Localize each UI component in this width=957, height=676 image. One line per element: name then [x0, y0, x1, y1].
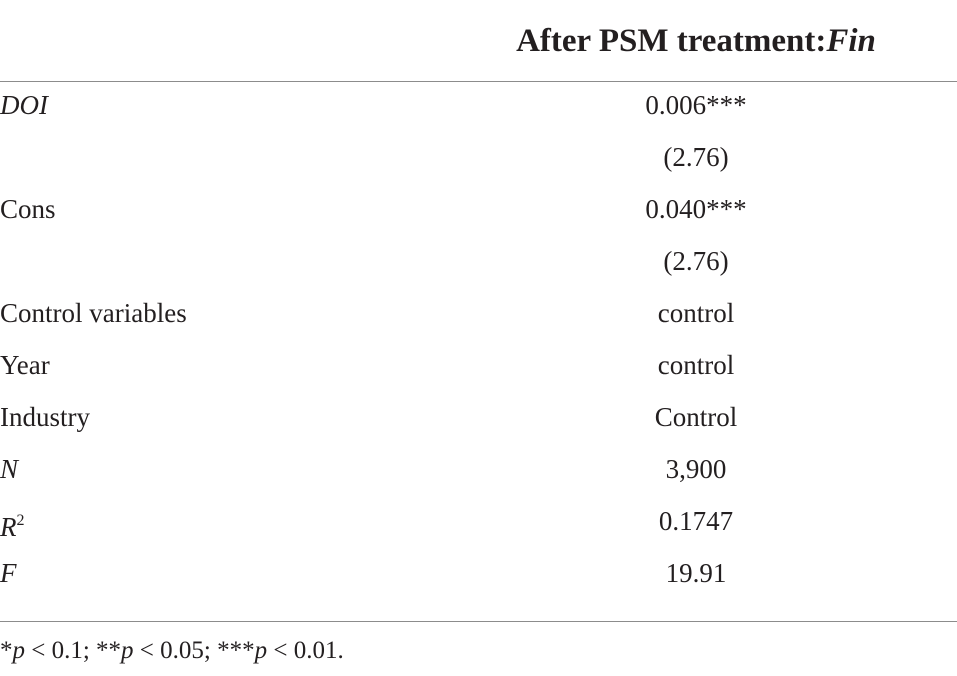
row-label-f: F	[0, 558, 17, 588]
column-header-variable: Fin	[826, 23, 876, 59]
row-label-r-squared: R2	[0, 503, 25, 545]
footnote-star-1: *	[0, 637, 13, 664]
header-divider	[0, 81, 957, 82]
column-header: After PSM treatment:Fin	[440, 20, 952, 62]
row-value-control-variables: control	[657, 298, 735, 328]
footnote-p-3: p	[254, 637, 268, 664]
footnote-p-2: p	[121, 637, 134, 664]
r-squared-symbol: R	[0, 512, 17, 542]
footnote-text-1: < 0.1; **	[25, 637, 122, 664]
row-label-cons: Cons	[0, 194, 56, 224]
row-value-doi: 0.006***	[645, 90, 747, 120]
column-header-prefix: After PSM treatment:	[516, 23, 827, 59]
row-label-control-variables: Control variables	[0, 298, 187, 328]
footnote-p-1: p	[12, 637, 26, 664]
footer-divider	[0, 621, 957, 622]
row-value-cons-tstat: (2.76)	[663, 246, 729, 276]
row-value-f: 19.91	[665, 558, 727, 588]
r-squared-exponent: 2	[16, 512, 25, 529]
row-label-year: Year	[0, 350, 50, 380]
row-value-doi-tstat: (2.76)	[663, 142, 729, 172]
row-value-industry: Control	[654, 402, 738, 432]
row-label-n: N	[0, 454, 19, 484]
row-value-cons: 0.040***	[645, 194, 747, 224]
footnote-text-2: < 0.05; ***	[133, 637, 255, 664]
row-value-year: control	[657, 350, 735, 380]
row-value-r-squared: 0.1747	[658, 506, 734, 536]
significance-footnote: *p < 0.1; **p < 0.05; ***p < 0.01.	[0, 634, 344, 668]
footnote-text-3: < 0.01.	[267, 637, 344, 664]
row-label-industry: Industry	[0, 402, 90, 432]
row-value-n: 3,900	[665, 454, 727, 484]
row-label-doi: DOI	[0, 90, 48, 120]
